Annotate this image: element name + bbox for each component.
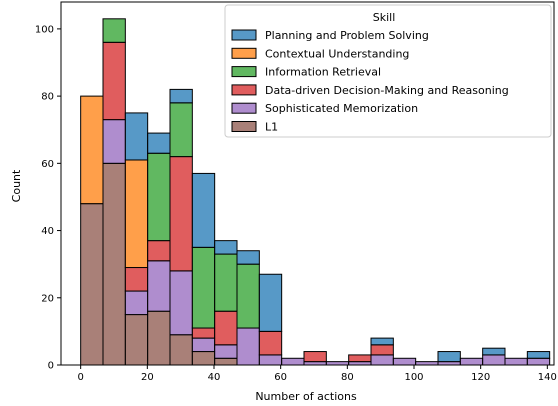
bar-segment-sophisticated-memorization xyxy=(169,270,193,336)
bar-segment-data-driven-decision-making-and-reasoning xyxy=(370,344,394,356)
bar-segment-sophisticated-memorization xyxy=(504,357,528,366)
y-axis-label: Count xyxy=(10,169,23,202)
y-tick-label: 40 xyxy=(41,226,54,237)
bar-segment-l1 xyxy=(214,357,238,366)
legend-title: Skill xyxy=(373,11,396,24)
bar-segment-l1 xyxy=(147,310,171,366)
bar-segment-data-driven-decision-making-and-reasoning xyxy=(102,41,126,121)
y-tick-label: 60 xyxy=(41,159,54,170)
legend-swatch xyxy=(231,66,257,78)
bar-segment-sophisticated-memorization xyxy=(482,354,506,366)
legend-swatch xyxy=(231,29,257,41)
bar-segment-l1 xyxy=(102,162,126,366)
bar-segment-planning-and-problem-solving xyxy=(236,250,260,265)
y-tick-label: 0 xyxy=(48,361,54,372)
bar-segment-sophisticated-memorization xyxy=(303,361,327,366)
legend-label: L1 xyxy=(265,121,278,134)
bar-segment-data-driven-decision-making-and-reasoning xyxy=(214,310,238,346)
bar-segment-sophisticated-memorization xyxy=(437,361,461,366)
bar-segment-contextual-understanding xyxy=(80,95,104,205)
bar-segment-data-driven-decision-making-and-reasoning xyxy=(303,351,327,363)
x-tick-label: 100 xyxy=(404,372,423,383)
bar-segment-l1 xyxy=(124,314,149,366)
bar-segment-planning-and-problem-solving xyxy=(214,240,238,255)
bar-segment-contextual-understanding xyxy=(124,159,149,269)
bar-segment-sophisticated-memorization xyxy=(124,290,149,316)
legend-label: Data-driven Decision-Making and Reasonin… xyxy=(265,84,509,97)
bar-segment-sophisticated-memorization xyxy=(370,354,394,366)
bar-segment-planning-and-problem-solving xyxy=(526,351,551,359)
bar-segment-information-retrieval xyxy=(102,18,126,43)
bar-segment-sophisticated-memorization xyxy=(102,119,126,164)
x-tick-label: 80 xyxy=(341,372,354,383)
x-tick-label: 120 xyxy=(471,372,490,383)
legend-box xyxy=(224,4,552,138)
legend-label: Planning and Problem Solving xyxy=(265,29,429,42)
bar-segment-sophisticated-memorization xyxy=(258,354,283,366)
bar-segment-l1 xyxy=(80,203,104,366)
x-tick-label: 40 xyxy=(208,372,221,383)
bar-segment-sophisticated-memorization xyxy=(325,361,350,366)
bar-segment-data-driven-decision-making-and-reasoning xyxy=(147,240,171,262)
bar-segment-information-retrieval xyxy=(236,263,260,329)
bar-segment-information-retrieval xyxy=(169,102,193,158)
x-tick-label: 140 xyxy=(538,372,557,383)
bar-segment-sophisticated-memorization xyxy=(147,260,171,312)
x-axis-label: Number of actions xyxy=(255,390,357,403)
bar-segment-l1 xyxy=(169,334,193,366)
bar-segment-planning-and-problem-solving xyxy=(124,112,149,161)
y-tick-label: 100 xyxy=(35,24,54,35)
bar-segment-data-driven-decision-making-and-reasoning xyxy=(258,330,283,356)
bar-segment-planning-and-problem-solving xyxy=(191,172,216,248)
x-tick-label: 0 xyxy=(77,372,83,383)
bar-segment-planning-and-problem-solving xyxy=(169,88,193,104)
y-tick-label: 80 xyxy=(41,92,54,103)
x-tick-label: 60 xyxy=(274,372,287,383)
bar-segment-planning-and-problem-solving xyxy=(437,351,461,363)
bar-segment-planning-and-problem-solving xyxy=(147,132,171,154)
bar-segment-data-driven-decision-making-and-reasoning xyxy=(191,327,216,339)
bar-segment-sophisticated-memorization xyxy=(348,361,372,366)
bar-segment-sophisticated-memorization xyxy=(214,344,238,359)
bar-segment-information-retrieval xyxy=(147,152,171,242)
plot-frame xyxy=(60,1,555,366)
bar-segment-sophisticated-memorization xyxy=(526,357,551,366)
bars-layer xyxy=(80,18,551,366)
bar-segment-data-driven-decision-making-and-reasoning xyxy=(169,156,193,272)
y-tick-label: 20 xyxy=(41,293,54,304)
bar-segment-data-driven-decision-making-and-reasoning xyxy=(124,267,149,292)
bar-segment-information-retrieval xyxy=(214,253,238,312)
legend-swatch xyxy=(231,47,257,59)
legend-label: Sophisticated Memorization xyxy=(265,102,418,115)
bar-segment-planning-and-problem-solving xyxy=(482,347,506,356)
legend-swatch xyxy=(231,121,257,132)
legend-label: Contextual Understanding xyxy=(265,47,409,60)
bar-segment-planning-and-problem-solving xyxy=(370,337,394,346)
bar-segment-data-driven-decision-making-and-reasoning xyxy=(348,354,372,363)
legend-swatch xyxy=(231,102,257,114)
bar-segment-sophisticated-memorization xyxy=(415,361,439,366)
axes-layer: 0 20 40 60 80 100 120 140 0 20 40 60 80 100 xyxy=(35,1,557,383)
bar-segment-sophisticated-memorization xyxy=(191,337,216,353)
x-tick-label: 20 xyxy=(141,372,154,383)
bar-segment-sophisticated-memorization xyxy=(459,357,484,366)
bar-segment-l1 xyxy=(191,351,216,366)
legend: Skill Planning and Problem Solving Context… xyxy=(224,4,552,138)
bar-segment-information-retrieval xyxy=(191,246,216,329)
bar-segment-sophisticated-memorization xyxy=(236,327,260,366)
bar-segment-sophisticated-memorization xyxy=(392,357,417,366)
legend-label: Information Retrieval xyxy=(265,66,381,79)
legend-swatch xyxy=(231,84,257,96)
bar-segment-sophisticated-memorization xyxy=(281,357,305,366)
bar-segment-planning-and-problem-solving xyxy=(258,273,283,332)
